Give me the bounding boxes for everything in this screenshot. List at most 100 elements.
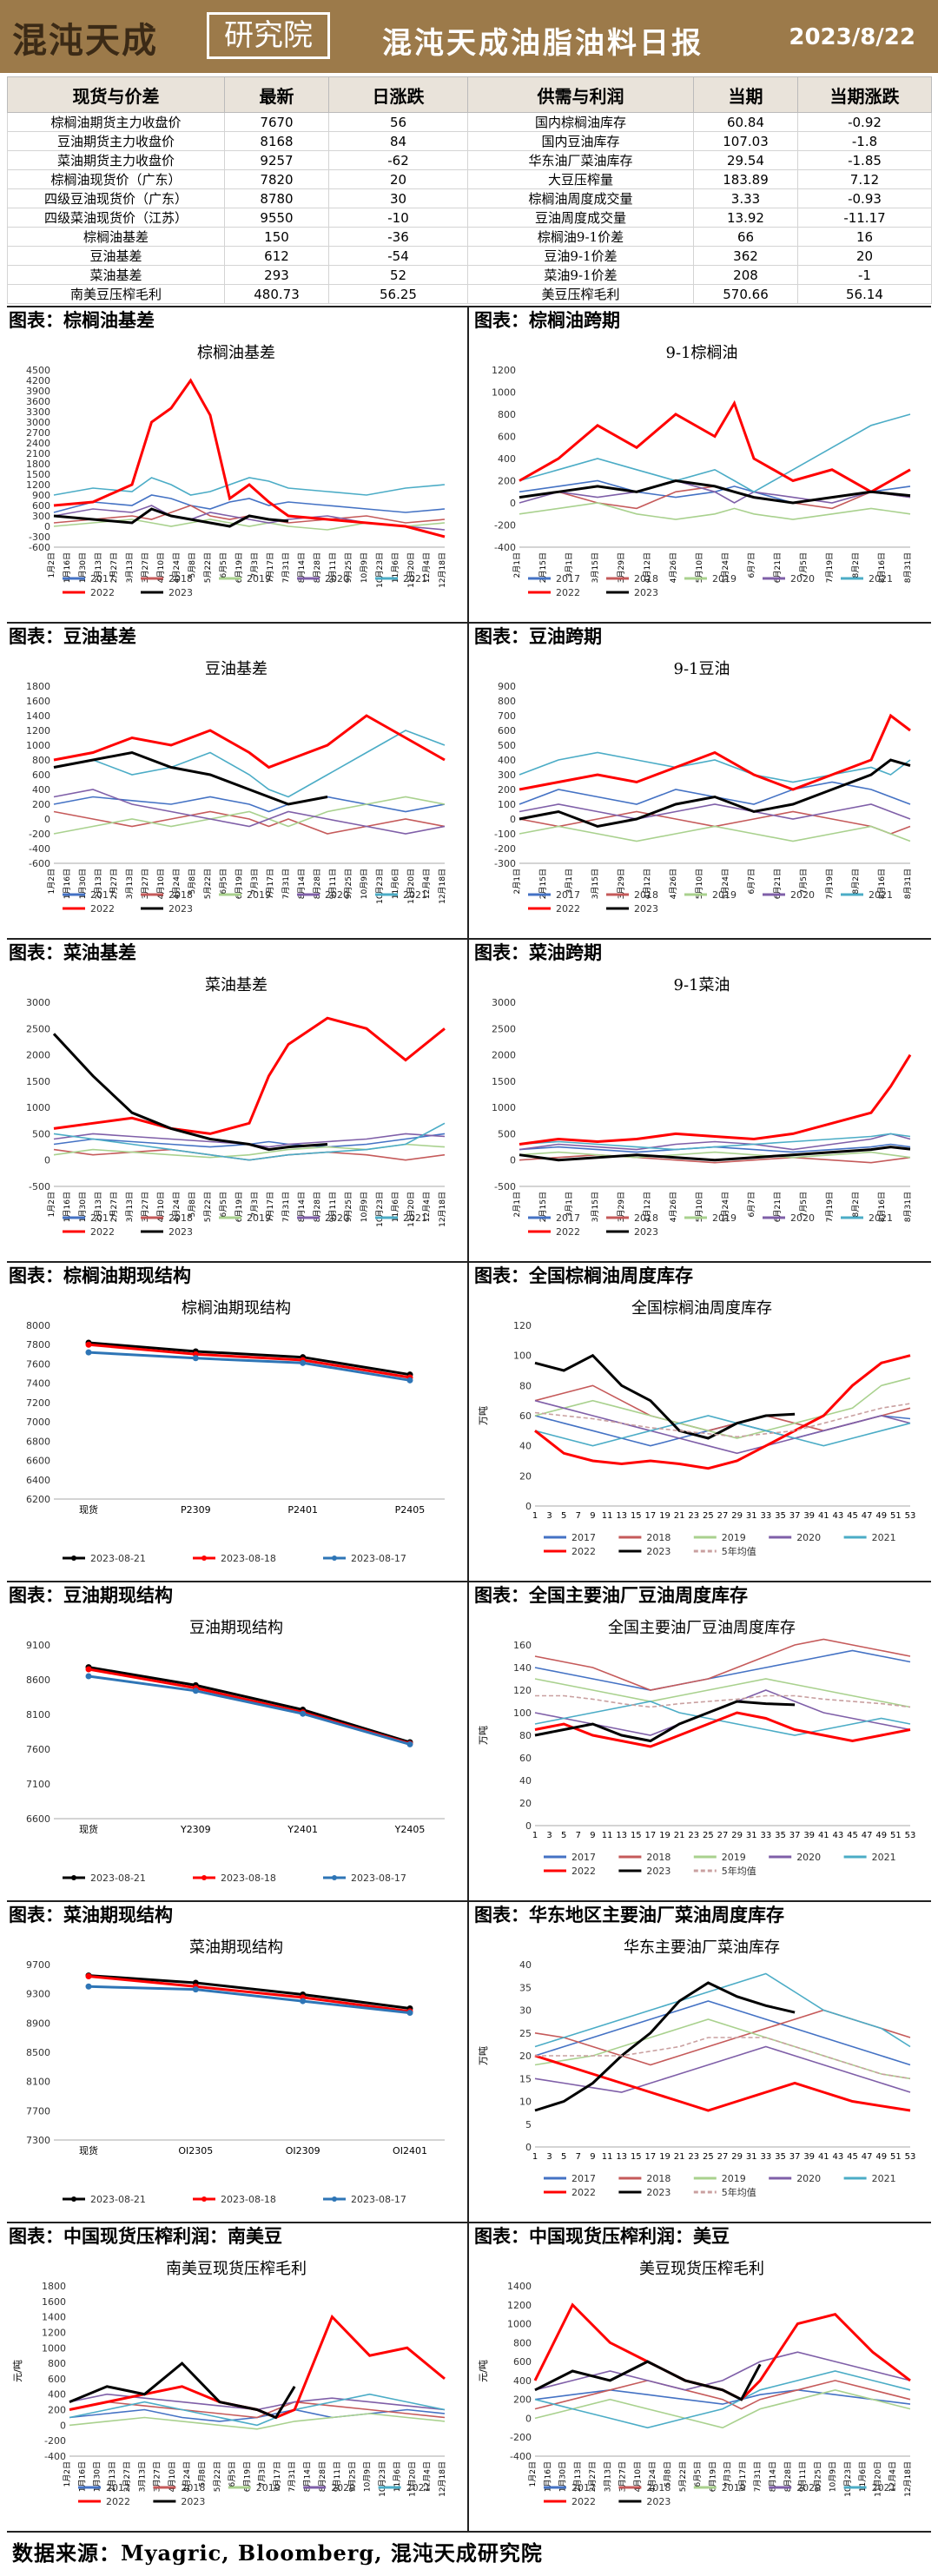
legend-entry: 2022 xyxy=(90,587,115,598)
table-header-cell: 最新 xyxy=(224,76,329,113)
table-cell: 56.14 xyxy=(797,284,932,304)
x-tick-label: 2月13日 xyxy=(94,869,103,899)
y-tick-label: 900 xyxy=(32,490,50,501)
chart-palm_term: 棕榈油期现结构 6200 6400 6600 6800 7000 7200 7400 7600 7… xyxy=(26,1299,445,1564)
chart-panel: 豆油期现结构 6600 7100 7600 8100 8600 9100 现货 Y2309 Y24… xyxy=(9,1610,464,1897)
data-point xyxy=(192,1355,199,1362)
y-axis-label: 万吨 xyxy=(478,1726,489,1745)
series-line-2021 xyxy=(519,413,911,493)
x-tick-label: 8月14日 xyxy=(768,2461,777,2492)
legend-entry: 2023-08-21 xyxy=(90,1873,146,1884)
legend-entry: 2023-08-18 xyxy=(221,1553,276,1564)
chart-title: 全国主要油厂豆油周度库存 xyxy=(608,1619,796,1637)
x-tick-label: 7月3日 xyxy=(250,552,260,578)
table-cell: 30 xyxy=(328,188,468,208)
x-tick-label: 11 xyxy=(602,1511,613,1521)
x-tick-label: 1月30日 xyxy=(78,1192,88,1222)
table-row: 棕榈油现货价（广东） 7820 20 大豆压榨量 183.89 7.12 xyxy=(7,169,932,189)
x-tick-label: 8月14日 xyxy=(297,1192,307,1222)
x-tick-label: 7月17日 xyxy=(738,2461,748,2492)
legend-entry: 2018 xyxy=(646,2173,670,2184)
x-tick-label: 2月27日 xyxy=(109,1192,119,1222)
x-tick-label: 8月31日 xyxy=(903,552,913,583)
x-tick-label: 6月21日 xyxy=(773,1192,783,1222)
legend-entry: 2020 xyxy=(796,1532,821,1543)
series-line-2023 xyxy=(534,1353,796,1440)
x-tick-label: 31 xyxy=(746,1831,757,1840)
x-tick-label: 39 xyxy=(803,2152,815,2162)
y-tick-label: 8000 xyxy=(26,1320,50,1331)
y-tick-label: 1400 xyxy=(42,2312,66,2323)
y-tick-label: 1200 xyxy=(507,2300,532,2311)
x-tick-label: 5月24日 xyxy=(721,552,730,583)
legend-entry: 2020 xyxy=(790,889,815,901)
legend-entry: 2023 xyxy=(646,2187,670,2198)
x-tick-label: 3月1日 xyxy=(565,552,574,578)
y-tick-label: -600 xyxy=(29,542,50,553)
legend-entry: 2020 xyxy=(325,1212,349,1224)
table-cell: 豆油周度成交量 xyxy=(467,208,694,228)
legend-entry: 2020 xyxy=(796,1852,821,1863)
x-tick-label: 2月1日 xyxy=(512,869,522,894)
x-tick-label: 45 xyxy=(847,1831,858,1840)
section-title: 图表：棕榈油跨期 xyxy=(474,307,620,334)
series-line-2021 xyxy=(534,1972,911,2048)
x-tick-label: 9 xyxy=(590,1511,595,1521)
x-tick-label: 49 xyxy=(875,1511,887,1521)
chart-panel: 全国棕榈油周度库存 万吨 0 20 40 60 80 100 120 1 3 5 7 9 11 13 15 17 1… xyxy=(474,1291,929,1577)
table-cell: 612 xyxy=(224,246,329,266)
legend-entry: 2023 xyxy=(634,1226,658,1238)
y-tick-label: 2000 xyxy=(492,1050,516,1061)
y-tick-label: 600 xyxy=(32,769,50,781)
y-tick-label: 7600 xyxy=(26,1744,50,1755)
y-tick-label: 1200 xyxy=(26,725,50,736)
y-tick-label: 1600 xyxy=(42,2296,66,2308)
chart-soy_term: 豆油期现结构 6600 7100 7600 8100 8600 9100 现货 Y2309 Y24… xyxy=(26,1619,445,1884)
legend-entry: 2020 xyxy=(796,2173,821,2184)
legend-entry: 2017 xyxy=(571,1532,596,1543)
x-tick-label: 12月4日 xyxy=(422,1192,432,1222)
y-tick-label: 25 xyxy=(519,2028,532,2039)
y-tick-label: 8100 xyxy=(26,1709,50,1721)
x-tick-label: 4月10日 xyxy=(156,1192,166,1222)
section-title: 图表：棕榈油期现结构 xyxy=(9,1263,191,1289)
legend-entry: 2023 xyxy=(168,903,193,915)
table-cell: 66 xyxy=(693,227,798,247)
legend-entry: 2017 xyxy=(571,2173,596,2184)
series-line-5年均值 xyxy=(535,1694,911,1708)
x-tick-label: 3 xyxy=(546,1831,552,1840)
x-tick-label: 2月13日 xyxy=(108,2461,117,2492)
legend-entry: 2023 xyxy=(646,2496,670,2507)
x-tick-label: Y2309 xyxy=(180,1824,211,1835)
y-tick-label: 3300 xyxy=(26,406,50,418)
x-tick-label: 4月26日 xyxy=(669,552,678,583)
chart-title: 华东主要油厂菜油库存 xyxy=(624,1939,780,1957)
series-line-2019 xyxy=(534,2388,911,2429)
series-line-2022 xyxy=(53,714,446,769)
series-line-2021 xyxy=(53,477,446,496)
series-line-2017 xyxy=(519,1143,911,1153)
chart-title: 全国棕榈油周度库存 xyxy=(631,1299,772,1318)
x-tick-label: 5月22日 xyxy=(203,552,213,583)
x-tick-label: 10月9日 xyxy=(360,869,369,899)
y-tick-label: 800 xyxy=(32,755,50,766)
series-line-2021 xyxy=(534,1415,911,1447)
section-title: 图表：中国现货压榨利润：美豆 xyxy=(474,2223,730,2249)
series-line-2023 xyxy=(534,2360,762,2401)
data-point xyxy=(300,1710,307,1717)
x-tick-label: 35 xyxy=(775,2152,786,2162)
y-tick-label: 200 xyxy=(32,799,50,810)
y-tick-label: 1000 xyxy=(26,740,50,751)
x-tick-label: 7月5日 xyxy=(799,552,809,578)
series-line-2021 xyxy=(53,1122,446,1161)
y-tick-label: -300 xyxy=(29,532,50,543)
y-tick-label: 1000 xyxy=(42,2342,66,2354)
table-header-cell: 日涨跌 xyxy=(328,76,468,113)
series-line-2018 xyxy=(534,1384,911,1432)
x-tick-label: P2405 xyxy=(395,1504,426,1516)
legend-entry: 2021 xyxy=(403,1212,427,1224)
series-line-2019 xyxy=(519,1151,911,1159)
x-tick-label: 47 xyxy=(862,1511,873,1521)
table-cell: 20 xyxy=(797,246,932,266)
